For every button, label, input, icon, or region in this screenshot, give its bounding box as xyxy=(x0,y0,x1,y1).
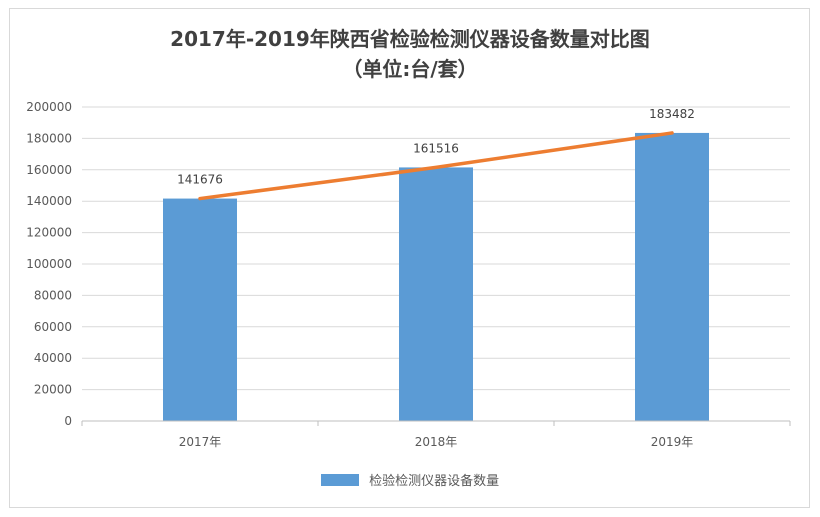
chart-title: 2017年-2019年陕西省检验检测仪器设备数量对比图 （单位:台/套） xyxy=(0,24,820,84)
y-tick-label: 100000 xyxy=(26,257,72,271)
chart-title-line-2: （单位:台/套） xyxy=(342,57,478,81)
y-tick-label: 120000 xyxy=(26,226,72,240)
y-tick-label: 0 xyxy=(64,414,72,428)
legend-label: 检验检测仪器设备数量 xyxy=(369,474,500,489)
bars xyxy=(163,132,709,421)
data-label: 183482 xyxy=(649,107,695,121)
data-label: 161516 xyxy=(413,141,459,155)
y-tick-label: 140000 xyxy=(26,194,72,208)
data-labels: 141676 161516 183482 xyxy=(177,107,695,187)
y-tick-label: 80000 xyxy=(34,288,72,302)
y-tick-label: 160000 xyxy=(26,163,72,177)
trend-line xyxy=(198,131,674,201)
x-tick-label: 2019年 xyxy=(651,435,694,449)
x-tick-label: 2017年 xyxy=(179,435,222,449)
data-label: 141676 xyxy=(177,173,223,187)
y-tick-label: 40000 xyxy=(34,351,72,365)
legend: 检验检测仪器设备数量 xyxy=(0,470,820,489)
chart-title-line-1: 2017年-2019年陕西省检验检测仪器设备数量对比图 xyxy=(170,27,650,51)
legend-swatch-bar xyxy=(320,473,359,486)
bar-2018年 xyxy=(399,167,473,421)
y-tick-label: 20000 xyxy=(34,383,72,397)
bar-2019年 xyxy=(635,132,709,421)
y-tick-label: 180000 xyxy=(26,131,72,145)
x-axis xyxy=(81,420,791,426)
bar-2017年 xyxy=(163,198,237,421)
y-axis-tick-labels: 0 20000 40000 60000 80000 100000 120000 140000 1… xyxy=(26,100,72,428)
x-tick-label: 2018年 xyxy=(415,435,458,449)
trend-line-series xyxy=(198,131,674,201)
y-tick-label: 200000 xyxy=(26,100,72,114)
x-axis-tick-labels: 2017年 2018年 2019年 xyxy=(179,435,694,449)
y-tick-label: 60000 xyxy=(34,320,72,334)
